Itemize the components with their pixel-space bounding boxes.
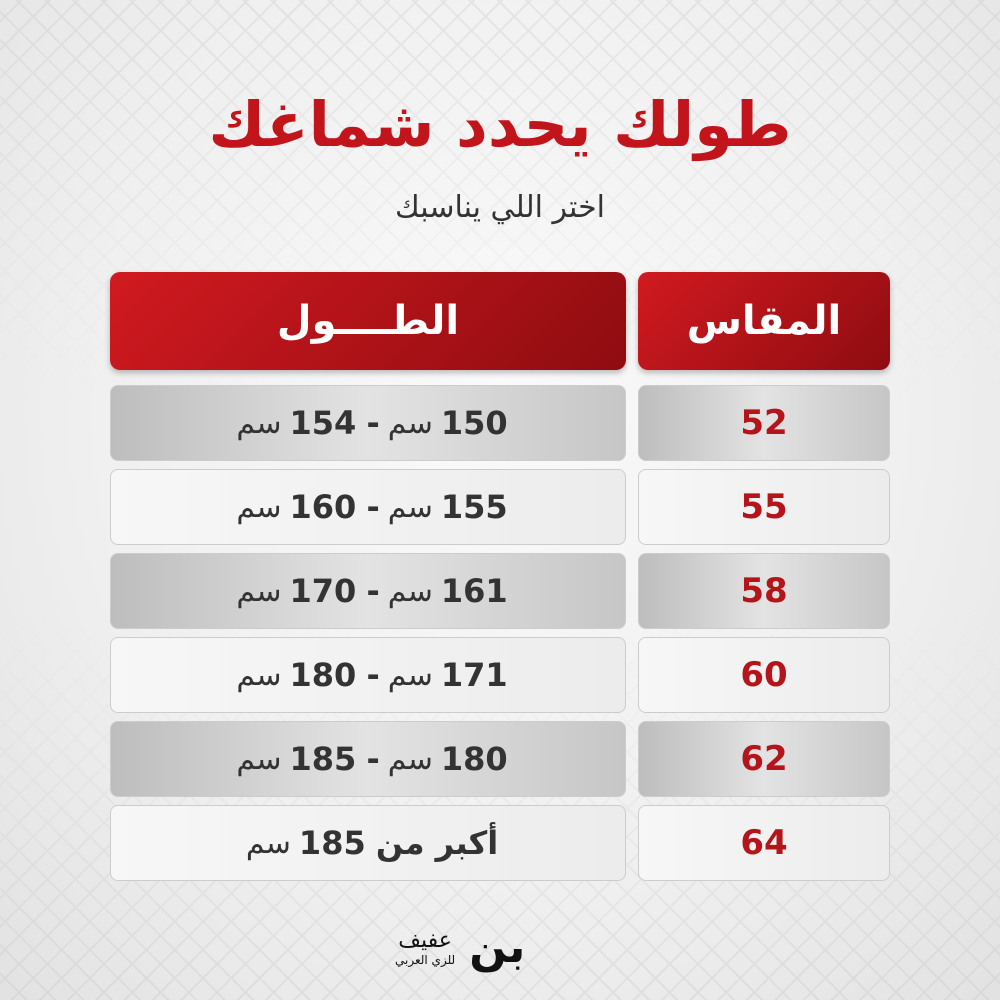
unit: سم bbox=[236, 573, 282, 609]
range-text: أكبر من bbox=[375, 824, 499, 862]
range-from: 161 bbox=[440, 572, 508, 610]
unit: سم bbox=[387, 573, 433, 609]
range-to: 180 bbox=[289, 656, 357, 694]
header-length: الطــــول bbox=[110, 272, 626, 370]
range-from: 150 bbox=[440, 404, 508, 442]
range-to: 170 bbox=[289, 572, 357, 610]
range-value: 185 bbox=[298, 824, 366, 862]
length-cell: أكبر من 185 سم bbox=[110, 805, 626, 881]
length-cell: 150 سم - 154 سم bbox=[110, 385, 626, 461]
unit: سم bbox=[387, 489, 433, 525]
unit: سم bbox=[245, 825, 291, 861]
range-dash: - bbox=[366, 404, 380, 442]
size-cell: 55 bbox=[638, 469, 890, 545]
brand-logo: بن عفيف للزي العربي bbox=[395, 922, 525, 973]
range-to: 185 bbox=[289, 740, 357, 778]
unit: سم bbox=[236, 657, 282, 693]
range-dash: - bbox=[366, 488, 380, 526]
length-cell: 180 سم - 185 سم bbox=[110, 721, 626, 797]
length-cell: 171 سم - 180 سم bbox=[110, 637, 626, 713]
unit: سم bbox=[236, 405, 282, 441]
unit: سم bbox=[387, 405, 433, 441]
subtitle: اختر اللي يناسبك bbox=[395, 190, 605, 225]
range-from: 171 bbox=[440, 656, 508, 694]
size-cell: 60 bbox=[638, 637, 890, 713]
unit: سم bbox=[387, 741, 433, 777]
unit: سم bbox=[236, 741, 282, 777]
size-cell: 64 bbox=[638, 805, 890, 881]
unit: سم bbox=[236, 489, 282, 525]
page-title: طولك يحدد شماغك bbox=[208, 88, 792, 161]
range-dash: - bbox=[366, 656, 380, 694]
range-dash: - bbox=[366, 740, 380, 778]
range-dash: - bbox=[366, 572, 380, 610]
range-to: 160 bbox=[289, 488, 357, 526]
logo-name: عفيف bbox=[398, 928, 452, 953]
length-cell: 161 سم - 170 سم bbox=[110, 553, 626, 629]
size-cell: 52 bbox=[638, 385, 890, 461]
header-size: المقاس bbox=[638, 272, 890, 370]
logo-tagline: للزي العربي bbox=[395, 953, 456, 967]
range-from: 155 bbox=[440, 488, 508, 526]
range-from: 180 bbox=[440, 740, 508, 778]
unit: سم bbox=[387, 657, 433, 693]
size-cell: 62 bbox=[638, 721, 890, 797]
logo-mark: بن bbox=[469, 922, 526, 973]
length-cell: 155 سم - 160 سم bbox=[110, 469, 626, 545]
size-cell: 58 bbox=[638, 553, 890, 629]
range-to: 154 bbox=[289, 404, 357, 442]
